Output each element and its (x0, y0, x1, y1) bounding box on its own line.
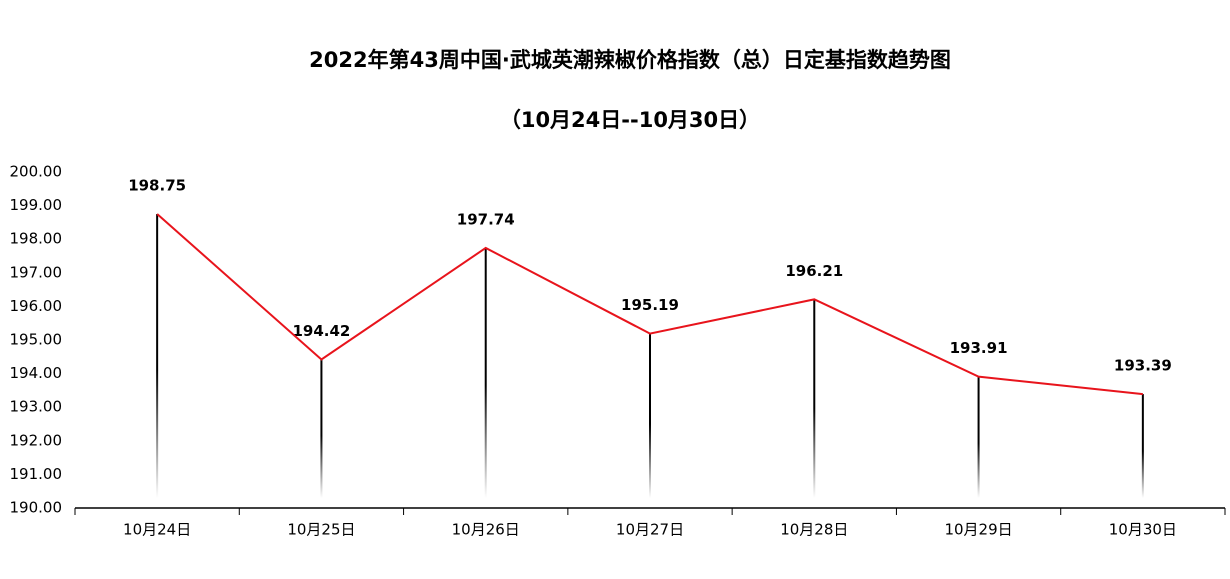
y-tick-label: 200.00 (10, 163, 63, 181)
chart-subtitle: （10月24日--10月30日） (500, 108, 760, 132)
drop-line (649, 333, 651, 498)
y-tick-label: 193.00 (10, 398, 63, 416)
x-tick-label: 10月27日 (616, 521, 684, 539)
x-tick-label: 10月24日 (123, 521, 191, 539)
drop-line (320, 359, 323, 498)
drop-line (813, 299, 816, 498)
y-tick-label: 196.00 (10, 297, 63, 315)
y-tick-label: 195.00 (10, 331, 63, 349)
x-tick-label: 10月25日 (287, 521, 355, 539)
data-label: 198.75 (128, 177, 186, 195)
y-tick-label: 194.00 (10, 364, 63, 382)
y-tick-label: 190.00 (10, 499, 63, 517)
data-label: 193.91 (950, 339, 1008, 357)
drop-line (484, 247, 487, 498)
y-tick-label: 199.00 (10, 196, 63, 214)
data-label: 196.21 (785, 262, 843, 280)
data-label: 195.19 (621, 296, 679, 314)
y-tick-label: 198.00 (10, 230, 63, 248)
data-label: 197.74 (457, 210, 515, 228)
x-tick-label: 10月30日 (1109, 521, 1177, 539)
y-tick-label: 192.00 (10, 431, 63, 449)
y-tick-label: 191.00 (10, 465, 63, 483)
line (156, 213, 1143, 396)
drop-line (156, 214, 159, 498)
x-tick-label: 10月26日 (452, 521, 520, 539)
drop-line (977, 376, 980, 498)
x-tick-label: 10月29日 (944, 521, 1012, 539)
drop-line (1141, 394, 1144, 498)
data-label: 193.39 (1114, 357, 1172, 375)
chart-title: 2022年第43周中国·武城英潮辣椒价格指数（总）日定基指数趋势图 (309, 48, 951, 72)
data-label: 194.42 (292, 322, 350, 340)
y-tick-label: 197.00 (10, 263, 63, 281)
x-tick-label: 10月28日 (780, 521, 848, 539)
